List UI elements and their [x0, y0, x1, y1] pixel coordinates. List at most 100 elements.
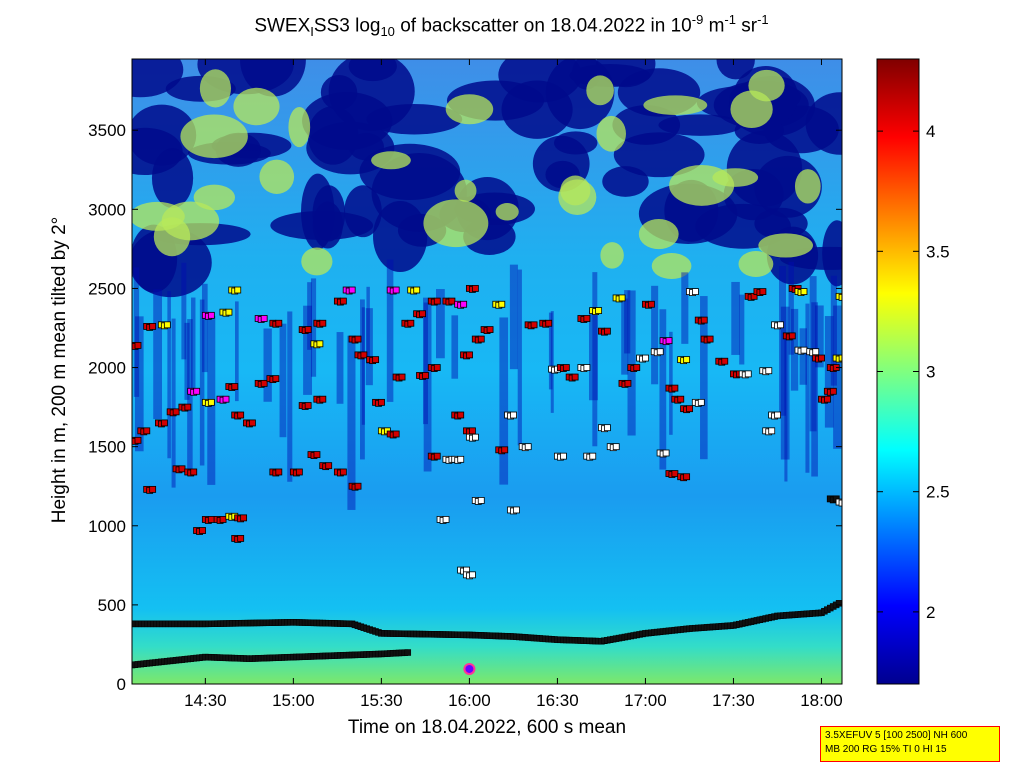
- layer-marker: [460, 300, 468, 308]
- low-backscatter-streak: [451, 315, 459, 379]
- layer-marker: [595, 307, 603, 314]
- y-tick-label: 0: [117, 675, 126, 694]
- low-backscatter-streak: [550, 311, 554, 413]
- layer-marker: [161, 419, 168, 427]
- layer-marker: [583, 364, 591, 371]
- layer-marker: [448, 297, 456, 305]
- layer-marker: [442, 516, 450, 523]
- low-backscatter-streak: [780, 306, 790, 460]
- layer-marker: [824, 395, 831, 403]
- layer-marker: [225, 308, 233, 316]
- high-backscatter-patch: [259, 159, 295, 194]
- layer-marker: [677, 395, 685, 403]
- layer-marker: [683, 473, 691, 481]
- y-tick-label: 1000: [88, 517, 126, 536]
- x-tick-label: 17:00: [624, 691, 667, 710]
- layer-marker: [143, 427, 151, 435]
- high-backscatter-patch: [153, 217, 191, 257]
- layer-marker: [841, 292, 842, 300]
- y-tick-label: 2500: [88, 279, 126, 298]
- low-backscatter-streak: [799, 328, 807, 385]
- high-backscatter-patch: [586, 75, 614, 106]
- layer-marker: [665, 337, 673, 345]
- low-backscatter-patch: [359, 143, 461, 201]
- layer-marker: [325, 462, 333, 470]
- layer-marker: [378, 398, 385, 406]
- low-backscatter-streak: [436, 289, 445, 359]
- layer-marker: [348, 286, 356, 294]
- layer-marker: [477, 497, 485, 504]
- layer-marker: [469, 571, 476, 579]
- x-tick-label: 17:30: [712, 691, 755, 710]
- layer-marker: [272, 375, 280, 383]
- info-box: 3.5XEFUV 5 [100 2500] NH 600 MB 200 RG 1…: [820, 726, 1000, 762]
- layer-marker: [354, 335, 362, 343]
- ground-marker: [463, 662, 476, 675]
- low-backscatter-streak: [423, 302, 432, 472]
- high-backscatter-patch: [738, 250, 774, 278]
- layer-marker: [560, 452, 567, 460]
- layer-marker: [466, 351, 473, 359]
- layer-marker: [260, 379, 268, 387]
- colorbar-tick-label: 3.5: [926, 242, 950, 261]
- colorbar-tick-label: 2.5: [926, 483, 950, 502]
- low-backscatter-streak: [824, 316, 834, 428]
- layer-marker: [184, 403, 192, 411]
- low-backscatter-streak: [627, 290, 636, 436]
- high-backscatter-patch: [730, 90, 773, 128]
- low-backscatter-streak: [621, 298, 629, 375]
- layer-marker: [234, 286, 242, 294]
- x-axis-label: Time on 18.04.2022, 600 s mean: [347, 717, 627, 738]
- low-backscatter-streak: [310, 278, 317, 377]
- layer-marker: [656, 348, 664, 356]
- layer-marker: [800, 346, 808, 354]
- layer-marker: [260, 315, 268, 322]
- low-backscatter-streak: [263, 328, 272, 402]
- low-backscatter-patch: [822, 220, 842, 287]
- chart-title: SWEXISS3 log10 of backscatter on 18.04.2…: [254, 12, 769, 40]
- low-backscatter-patch: [596, 59, 656, 88]
- layer-marker: [240, 514, 248, 522]
- layer-marker: [199, 527, 206, 534]
- low-backscatter-streak: [669, 331, 673, 435]
- low-backscatter-streak: [833, 305, 842, 449]
- layer-marker: [692, 288, 699, 295]
- layer-marker: [134, 341, 142, 349]
- y-tick-label: 500: [98, 596, 126, 615]
- layer-marker: [612, 443, 620, 451]
- layer-marker: [413, 286, 421, 294]
- layer-marker: [513, 506, 520, 514]
- low-backscatter-streak: [366, 286, 370, 364]
- high-backscatter-patch: [558, 179, 597, 216]
- low-backscatter-streak: [499, 317, 509, 485]
- layer-marker: [319, 319, 327, 327]
- layer-marker: [172, 408, 180, 416]
- layer-marker: [765, 367, 773, 375]
- low-backscatter-patch: [658, 114, 743, 136]
- layer-marker: [604, 424, 611, 432]
- layer-marker: [662, 449, 670, 457]
- low-backscatter-streak: [592, 272, 598, 447]
- low-backscatter-streak: [187, 319, 193, 474]
- layer-marker: [829, 387, 837, 395]
- high-backscatter-patch: [794, 169, 821, 204]
- low-backscatter-streak: [509, 264, 518, 370]
- layer-marker: [354, 482, 362, 490]
- high-backscatter-patch: [288, 107, 311, 148]
- layer-marker: [838, 354, 842, 362]
- high-backscatter-patch: [651, 253, 692, 280]
- surface-layer-marker: [404, 649, 412, 656]
- layer-marker: [433, 452, 441, 460]
- high-backscatter-patch: [643, 95, 708, 115]
- info-line-2: MB 200 RG 15% TI 0 HI 15: [825, 744, 947, 755]
- low-backscatter-streak: [201, 283, 208, 373]
- layer-marker: [700, 316, 708, 324]
- layer-marker: [407, 319, 415, 327]
- low-backscatter-streak: [784, 333, 788, 482]
- layer-marker: [207, 516, 215, 523]
- layer-marker: [618, 294, 626, 302]
- low-backscatter-streak: [336, 332, 344, 404]
- layer-marker: [178, 465, 186, 473]
- layer-marker: [759, 288, 767, 295]
- low-backscatter-streak: [360, 299, 365, 460]
